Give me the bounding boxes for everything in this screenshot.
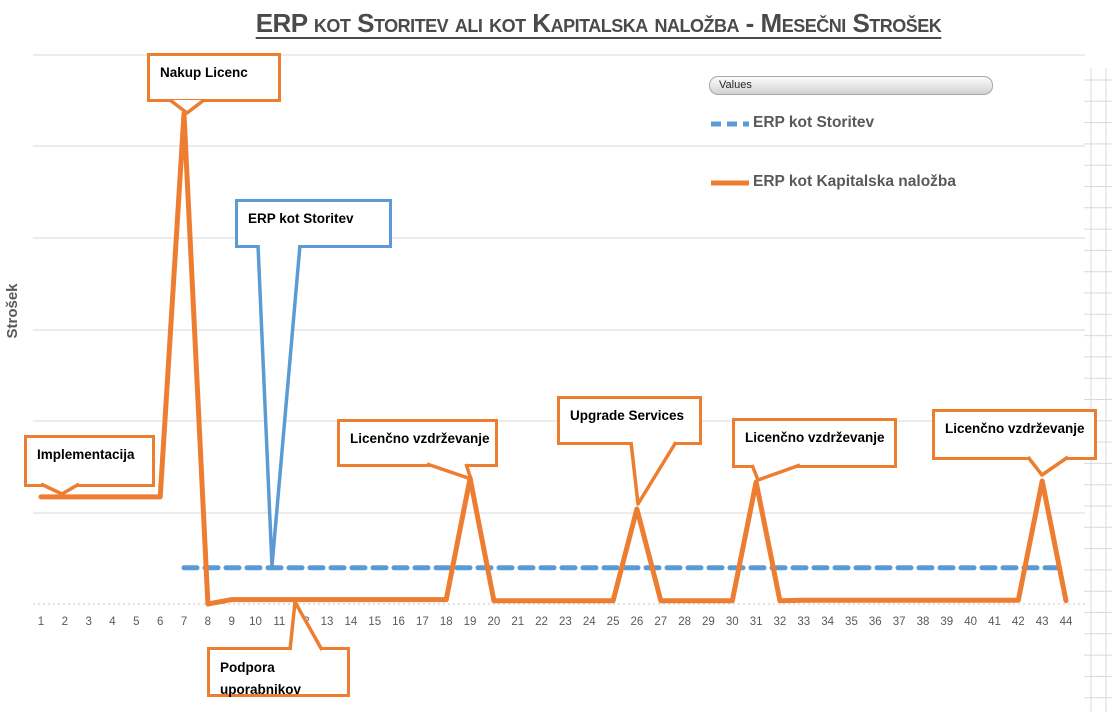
x-axis-label: 40 — [964, 616, 978, 628]
legend-entry-erp-kot-storitev[interactable]: ERP kot Storitev — [753, 114, 875, 131]
x-axis-label: 37 — [892, 616, 906, 628]
x-axis-label: 36 — [868, 616, 882, 628]
x-axis-label: 43 — [1035, 616, 1049, 628]
x-axis-label: 5 — [133, 616, 140, 628]
x-axis-label: 21 — [511, 616, 525, 628]
x-axis-label: 3 — [85, 616, 92, 628]
x-axis-label: 18 — [439, 616, 453, 628]
x-axis-label: 24 — [582, 616, 596, 628]
x-axis-label: 19 — [463, 616, 477, 628]
x-axis-label: 27 — [654, 616, 668, 628]
callout-upgrade-services[interactable]: Upgrade Services — [557, 396, 702, 445]
x-axis-label: 41 — [988, 616, 1001, 628]
x-axis-label: 30 — [725, 616, 739, 628]
x-axis-label: 2 — [61, 616, 69, 628]
series-line-1[interactable] — [38, 111, 1069, 607]
x-axis-label: 44 — [1059, 616, 1073, 628]
x-axis-label: 35 — [845, 616, 858, 628]
x-axis-label: 14 — [344, 616, 358, 628]
x-axis-label: 4 — [109, 616, 116, 628]
x-axis-label: 10 — [249, 616, 262, 628]
x-axis-label: 12 — [296, 616, 310, 628]
x-axis-label: 1 — [37, 616, 45, 628]
callout-licencno-vzdrzevanje-1[interactable]: Licenčno vzdrževanje — [337, 419, 498, 467]
callout-licencno-vzdrzevanje-2[interactable]: Licenčno vzdrževanje — [732, 418, 897, 468]
x-axis-label: 42 — [1011, 616, 1025, 628]
x-axis-label: 33 — [797, 616, 811, 628]
x-axis-label: 9 — [228, 616, 235, 628]
x-axis-label: 38 — [916, 616, 930, 628]
x-axis-label: 32 — [773, 616, 787, 628]
x-axis-label: 22 — [535, 616, 548, 628]
x-axis-label: 26 — [630, 616, 644, 628]
legend-entry-erp-kot-kapitalska-nalozba[interactable]: ERP kot Kapitalska naložba — [753, 173, 956, 190]
x-axis-label: 17 — [415, 616, 429, 628]
x-axis-label: 25 — [606, 616, 620, 628]
x-axis-label: 7 — [180, 616, 188, 628]
x-axis-label: 23 — [559, 616, 572, 628]
x-axis-label: 15 — [368, 616, 382, 628]
values-field-button[interactable]: Values — [709, 76, 993, 95]
x-axis-label: 6 — [156, 616, 164, 628]
x-axis-label: 31 — [749, 616, 763, 628]
x-axis-label: 20 — [487, 616, 501, 628]
callout-licencno-vzdrzevanje-3[interactable]: Licenčno vzdrževanje — [932, 409, 1097, 460]
x-axis-label: 8 — [204, 616, 212, 628]
chart-title: ERP kot Storitev ali kot Kapitalska nalo… — [255, 8, 942, 38]
x-axis-label: 28 — [678, 616, 691, 628]
x-axis-label: 29 — [702, 616, 715, 628]
x-axis-label: 13 — [320, 616, 334, 628]
x-axis-label: 16 — [392, 616, 405, 628]
y-axis-title: Strošek — [4, 283, 21, 339]
callout-erp-kot-storitev[interactable]: ERP kot Storitev — [235, 199, 392, 248]
x-axis-label: 39 — [940, 616, 954, 628]
callout-podpora-uporabnikov[interactable]: Podpora uporabnikov — [207, 647, 350, 697]
x-axis-label: 34 — [821, 616, 835, 628]
callout-nakup-licenc[interactable]: Nakup Licenc — [147, 53, 281, 102]
callout-implementacija[interactable]: Implementacija — [24, 435, 155, 487]
x-axis-label: 11 — [273, 616, 286, 628]
